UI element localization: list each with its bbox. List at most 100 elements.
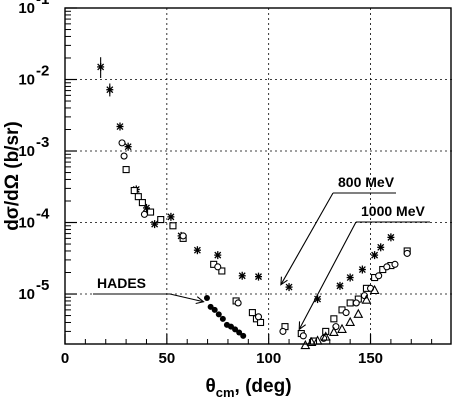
asterisk-marker — [238, 271, 246, 280]
open-square-marker — [146, 208, 155, 216]
open-circle-marker — [120, 152, 128, 160]
open-circle-marker — [140, 210, 148, 218]
plot-frame — [64, 7, 452, 345]
open-triangle-marker — [353, 308, 364, 318]
open-circle-marker — [234, 299, 242, 307]
asterisk-stroke — [255, 273, 262, 281]
open-square-marker — [130, 186, 138, 195]
asterisk-marker — [255, 272, 262, 281]
open-circle-marker — [179, 232, 187, 240]
x-axis-title-sub: cm — [216, 385, 235, 400]
open-circle-marker — [403, 249, 411, 257]
open-circle-marker — [118, 139, 126, 147]
asterisk-stroke — [167, 213, 175, 221]
open-circle-marker — [279, 327, 287, 335]
x-tick-label: 50 — [158, 350, 175, 367]
open-circle-marker — [383, 263, 391, 271]
y-tick-label: 10 — [18, 143, 35, 160]
filled-circle-marker — [203, 294, 210, 301]
y-tick-label: 10 — [18, 72, 35, 89]
annotation-label: HADES — [97, 275, 146, 291]
annotation-arrow-head — [298, 321, 307, 331]
y-tick-exponent: -3 — [36, 134, 49, 151]
asterisk-marker — [167, 212, 175, 221]
open-square-marker — [330, 315, 338, 323]
asterisk-marker — [285, 283, 293, 292]
asterisk-stroke — [371, 251, 379, 259]
y-tick-base: 10 — [18, 215, 35, 232]
filled-circle-marker — [236, 329, 243, 336]
annotation-arrow-line — [169, 293, 204, 303]
asterisk-marker — [124, 142, 132, 151]
x-tick-label: 100 — [256, 350, 281, 367]
open-circle-marker — [352, 299, 360, 307]
asterisk-marker — [346, 273, 354, 282]
y-axis-title: dσ/dΩ (b/sr) — [2, 121, 23, 231]
open-triangle-marker — [345, 316, 356, 327]
filled-circle-marker — [240, 332, 247, 339]
y-tick-exponent: -4 — [36, 206, 50, 223]
open-triangle-marker — [320, 331, 331, 341]
y-tick-label: 10 — [18, 0, 35, 17]
y-tick-base: 10 — [18, 0, 35, 17]
asterisk-marker — [336, 281, 344, 290]
open-square-marker — [218, 267, 226, 275]
asterisk-stroke — [346, 274, 354, 282]
asterisk-marker — [151, 220, 159, 229]
open-triangle-marker — [306, 336, 317, 347]
y-tick-base: 10 — [18, 286, 35, 303]
open-circle-marker — [299, 332, 307, 340]
annotations: 800 MeV 1000 MeV HADES — [93, 174, 430, 331]
open-circle-marker — [391, 260, 399, 268]
asterisk-stroke — [214, 251, 222, 259]
open-square-marker — [138, 199, 146, 207]
annotation-arrow-head — [280, 276, 288, 286]
open-square-marker — [122, 166, 130, 174]
open-triangle-marker — [369, 284, 380, 295]
asterisk-marker — [387, 233, 395, 242]
annotation-arrow-line — [298, 221, 357, 330]
annotation-label: 800 MeV — [338, 174, 395, 190]
filled-circle-marker — [232, 326, 239, 333]
asterisk-marker — [193, 246, 201, 255]
open-square-marker — [157, 216, 165, 224]
open-triangle-marker — [328, 326, 339, 337]
asterisk-stroke — [143, 204, 150, 212]
y-tick-label: 10 — [18, 286, 35, 303]
asterisk-marker — [371, 251, 379, 260]
asterisk-marker — [116, 122, 124, 131]
asterisk-stroke — [377, 243, 385, 251]
asterisk-stroke — [336, 282, 344, 290]
open-square-marker — [256, 318, 265, 327]
x-tick-label: 150 — [358, 350, 383, 367]
x-axis-title-main: θ — [205, 376, 215, 397]
filled-circle-marker — [211, 306, 218, 313]
open-triangle-marker — [337, 323, 347, 333]
asterisk-stroke — [124, 143, 132, 151]
open-triangle-marker — [361, 294, 372, 304]
asterisk-stroke — [193, 246, 201, 254]
asterisk-marker — [214, 251, 222, 260]
x-axis-title-rest: , (deg) — [235, 376, 292, 397]
annotation-arrow-head — [195, 296, 205, 305]
asterisk-stroke — [314, 295, 322, 303]
open-square-marker — [169, 222, 177, 230]
open-circle-marker — [375, 272, 383, 280]
open-square-marker — [134, 193, 142, 201]
filled-circle-marker — [215, 311, 222, 318]
open-circle-marker — [254, 313, 263, 321]
open-triangle-marker — [312, 335, 323, 345]
y-tick-base: 10 — [18, 72, 35, 89]
open-circle-marker — [214, 263, 222, 271]
y-tick-exponent: -5 — [36, 277, 49, 294]
asterisk-marker — [358, 265, 366, 274]
asterisk-stroke — [387, 233, 395, 241]
open-square-marker — [248, 309, 256, 317]
asterisk-stroke — [358, 266, 366, 273]
x-tick-label: 0 — [61, 350, 69, 367]
annotation-label: 1000 MeV — [361, 203, 425, 219]
open-square-marker — [346, 299, 354, 307]
asterisk-stroke — [116, 123, 124, 130]
